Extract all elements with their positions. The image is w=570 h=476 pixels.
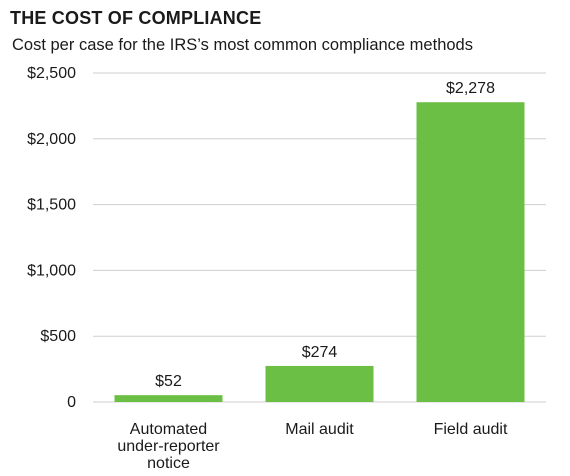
category-label: Mail audit [285,421,354,438]
data-label: $2,278 [446,80,495,97]
category-label: under-reporter [117,438,220,455]
y-tick-label: $500 [40,328,76,345]
chart-title: THE COST OF COMPLIANCE [10,8,262,28]
data-label: $52 [155,373,182,390]
bar [265,365,374,402]
chart-subtitle: Cost per case for the IRS’s most common … [12,36,473,54]
bar [416,102,525,402]
category-label: Field audit [434,421,508,438]
y-tick-label: 0 [67,394,76,411]
y-tick-label: $1,000 [27,262,76,279]
y-tick-label: $2,500 [27,65,76,82]
y-tick-label: $2,000 [27,131,76,148]
category-label: notice [147,455,190,472]
category-label: Automated [130,421,207,438]
bar [114,395,223,402]
data-label: $274 [302,344,338,361]
y-tick-label: $1,500 [27,197,76,214]
